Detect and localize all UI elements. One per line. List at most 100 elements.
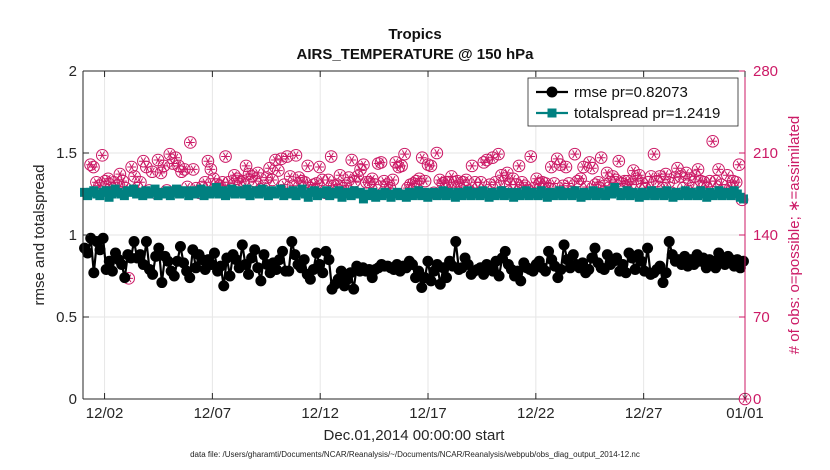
totalspread-point bbox=[601, 191, 611, 201]
rmse-point bbox=[140, 236, 152, 248]
obs-possible-circle bbox=[574, 172, 587, 186]
obs-count-point bbox=[574, 172, 587, 186]
y-tick-label: 2 bbox=[69, 63, 77, 80]
rmse-point bbox=[88, 267, 100, 279]
obs-possible-circle bbox=[84, 158, 97, 172]
rmse-point bbox=[499, 245, 511, 257]
totalspread-point bbox=[119, 191, 129, 201]
obs-count-point bbox=[95, 149, 109, 162]
obs-count-point bbox=[706, 134, 720, 148]
obs-possible-circle bbox=[266, 173, 279, 187]
totalspread-point bbox=[484, 192, 494, 202]
totalspread-point bbox=[276, 184, 286, 194]
obs-assimilated-asterisk bbox=[655, 172, 665, 181]
obs-assimilated-asterisk bbox=[614, 157, 624, 166]
obs-possible-circle bbox=[386, 173, 400, 187]
rmse-point bbox=[304, 273, 316, 285]
rmse-series bbox=[79, 232, 749, 295]
rmse-point bbox=[737, 255, 749, 267]
obs-possible-circle bbox=[345, 153, 359, 167]
obs-count-point bbox=[289, 149, 303, 162]
obs-assimilated-asterisk bbox=[514, 161, 524, 170]
obs-assimilated-asterisk bbox=[596, 153, 606, 162]
rmse-point bbox=[589, 242, 601, 254]
obs-possible-circle bbox=[691, 163, 705, 176]
y2-tick-label: 140 bbox=[753, 227, 778, 244]
rmse-point bbox=[317, 267, 329, 279]
obs-count-point bbox=[612, 154, 626, 168]
totalspread-point bbox=[196, 184, 206, 194]
obs-possible-circle bbox=[374, 156, 388, 169]
rmse-point bbox=[153, 242, 165, 254]
totalspread-point bbox=[309, 186, 319, 196]
obs-assimilated-asterisk bbox=[136, 178, 145, 187]
rmse-point bbox=[663, 236, 675, 248]
rmse-point bbox=[119, 272, 131, 284]
rmse-point bbox=[335, 265, 347, 277]
totalspread-point bbox=[668, 192, 678, 202]
y-tick-label: 1.5 bbox=[56, 145, 77, 162]
totalspread-point bbox=[297, 184, 307, 194]
totalspread-point bbox=[702, 192, 712, 202]
rmse-point bbox=[512, 265, 524, 277]
y2-tick-label: 0 bbox=[753, 391, 761, 408]
rmse-point bbox=[425, 275, 437, 287]
obs-assimilated-asterisk bbox=[188, 165, 198, 174]
rmse-point bbox=[252, 262, 264, 274]
obs-count-point bbox=[169, 151, 182, 164]
axes: 12/02 12/07 12/12 12/17 12/22 12/27 01/0100.51… bbox=[31, 63, 803, 444]
totalspread-point bbox=[288, 186, 298, 196]
obs-count-point bbox=[653, 170, 667, 183]
obs-count-point bbox=[87, 160, 100, 174]
obs-possible-circle bbox=[263, 161, 276, 175]
totalspread-point bbox=[475, 191, 485, 201]
obs-possible-circle bbox=[553, 158, 567, 172]
rmse-point bbox=[218, 280, 230, 292]
obs-possible-circle bbox=[612, 154, 626, 168]
x-tick-label: 12/12 bbox=[301, 405, 339, 422]
totalspread-point bbox=[714, 186, 724, 196]
rmse-point bbox=[134, 249, 146, 261]
totalspread-point bbox=[211, 182, 221, 192]
obs-possible-circle bbox=[398, 147, 411, 161]
rmse-point bbox=[162, 255, 174, 267]
obs-assimilated-asterisk bbox=[303, 161, 313, 170]
chart-title: Tropics bbox=[388, 26, 442, 43]
obs-count-point bbox=[260, 171, 273, 184]
obs-possible-circle bbox=[568, 147, 582, 161]
obs-assimilated-asterisk bbox=[262, 173, 272, 182]
totalspread-point bbox=[420, 187, 430, 197]
rmse-point bbox=[710, 262, 722, 274]
obs-possible-circle bbox=[283, 170, 297, 183]
obs-assimilated-asterisk bbox=[546, 162, 556, 172]
obs-count-point bbox=[116, 174, 130, 188]
obs-assimilated-asterisk bbox=[400, 150, 409, 159]
totalspread-point bbox=[138, 191, 148, 201]
rmse-point bbox=[116, 259, 128, 271]
rmse-point bbox=[660, 267, 672, 279]
obs-possible-circle bbox=[175, 165, 188, 179]
rmse-point bbox=[215, 260, 227, 272]
obs-possible-circle bbox=[357, 158, 370, 172]
obs-assimilated-asterisk bbox=[291, 151, 301, 160]
totalspread-point bbox=[129, 184, 139, 194]
obs-assimilated-asterisk bbox=[376, 158, 386, 167]
obs-count-point bbox=[586, 161, 599, 175]
obs-assimilated-asterisk bbox=[253, 168, 263, 177]
obs-count-point bbox=[272, 164, 285, 177]
totalspread-point bbox=[107, 189, 117, 199]
obs-possible-circle bbox=[351, 170, 364, 183]
obs-possible-circle bbox=[184, 136, 197, 149]
x-axis-label: Dec.01,2014 00:00:00 start bbox=[324, 427, 506, 444]
obs-assimilated-asterisk bbox=[602, 168, 612, 177]
totalspread-point bbox=[358, 194, 368, 204]
obs-count-point bbox=[345, 153, 359, 167]
obs-assimilated-asterisk bbox=[555, 160, 565, 169]
obs-count-point bbox=[324, 150, 338, 163]
obs-count-point bbox=[157, 159, 171, 173]
obs-possible-circle bbox=[606, 170, 620, 183]
rmse-point bbox=[629, 263, 641, 275]
obs-possible-circle bbox=[219, 150, 232, 163]
obs-count-point bbox=[333, 168, 347, 182]
obs-assimilated-asterisk bbox=[127, 162, 137, 172]
